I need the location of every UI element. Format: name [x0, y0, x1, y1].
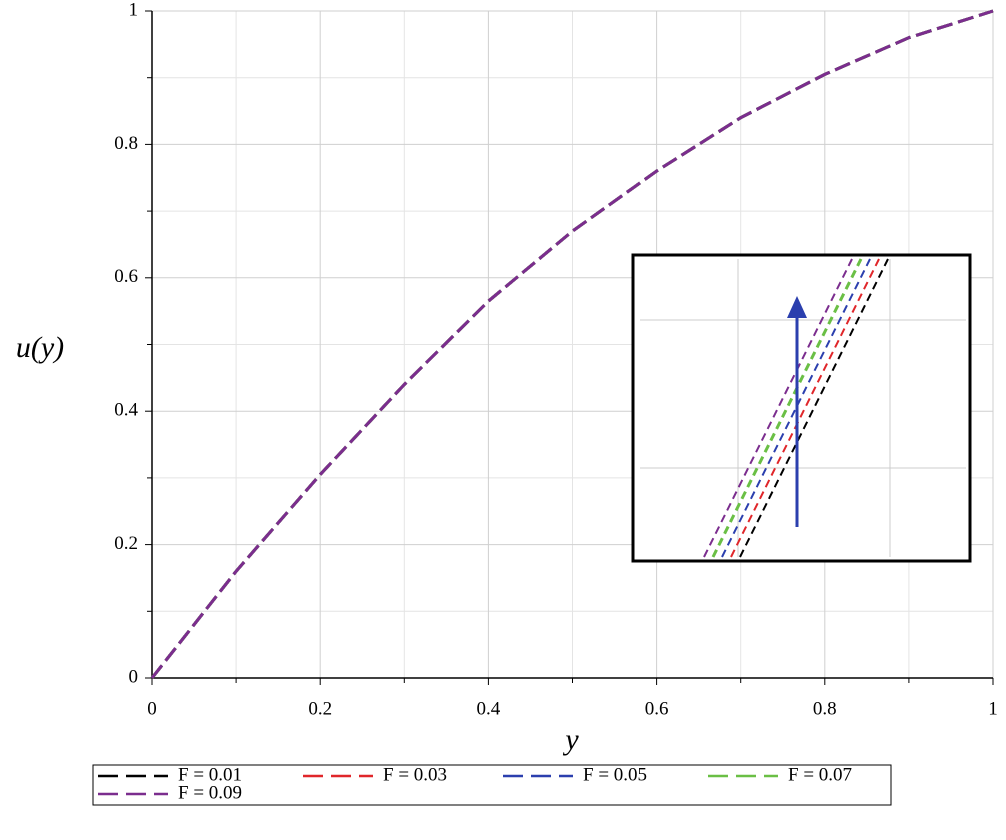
legend-label: F = 0.07	[788, 764, 852, 785]
y-tick-label: 0.6	[114, 266, 138, 287]
zoom-inset	[631, 253, 972, 563]
y-tick-label: 0	[129, 666, 139, 687]
inset-line	[711, 258, 863, 558]
y-axis-label: u(y)	[16, 331, 64, 364]
inset-line	[739, 258, 889, 558]
arrow-head	[787, 296, 807, 318]
x-tick-label: 1	[988, 698, 998, 719]
y-tick-label: 0.2	[114, 533, 138, 554]
x-tick-label: 0	[147, 698, 157, 719]
x-tick-label: 0.8	[813, 698, 837, 719]
inset-line	[721, 258, 871, 558]
y-tick-label: 1	[129, 0, 139, 20]
legend-label: F = 0.01	[178, 764, 242, 785]
legend-label: F = 0.09	[178, 782, 242, 803]
y-tick-label: 0.4	[114, 400, 138, 421]
y-tick-label: 0.8	[114, 133, 138, 154]
inset-line	[730, 258, 880, 558]
legend-box	[92, 764, 892, 806]
inset-box	[631, 253, 972, 563]
legend-label: F = 0.05	[583, 764, 647, 785]
series-line	[150, 9, 994, 679]
inset-line	[703, 258, 853, 558]
legend-label: F = 0.03	[383, 764, 447, 785]
x-axis-label: y	[562, 723, 579, 756]
x-tick-label: 0.6	[645, 698, 669, 719]
x-tick-label: 0.2	[308, 698, 332, 719]
x-tick-label: 0.4	[477, 698, 501, 719]
